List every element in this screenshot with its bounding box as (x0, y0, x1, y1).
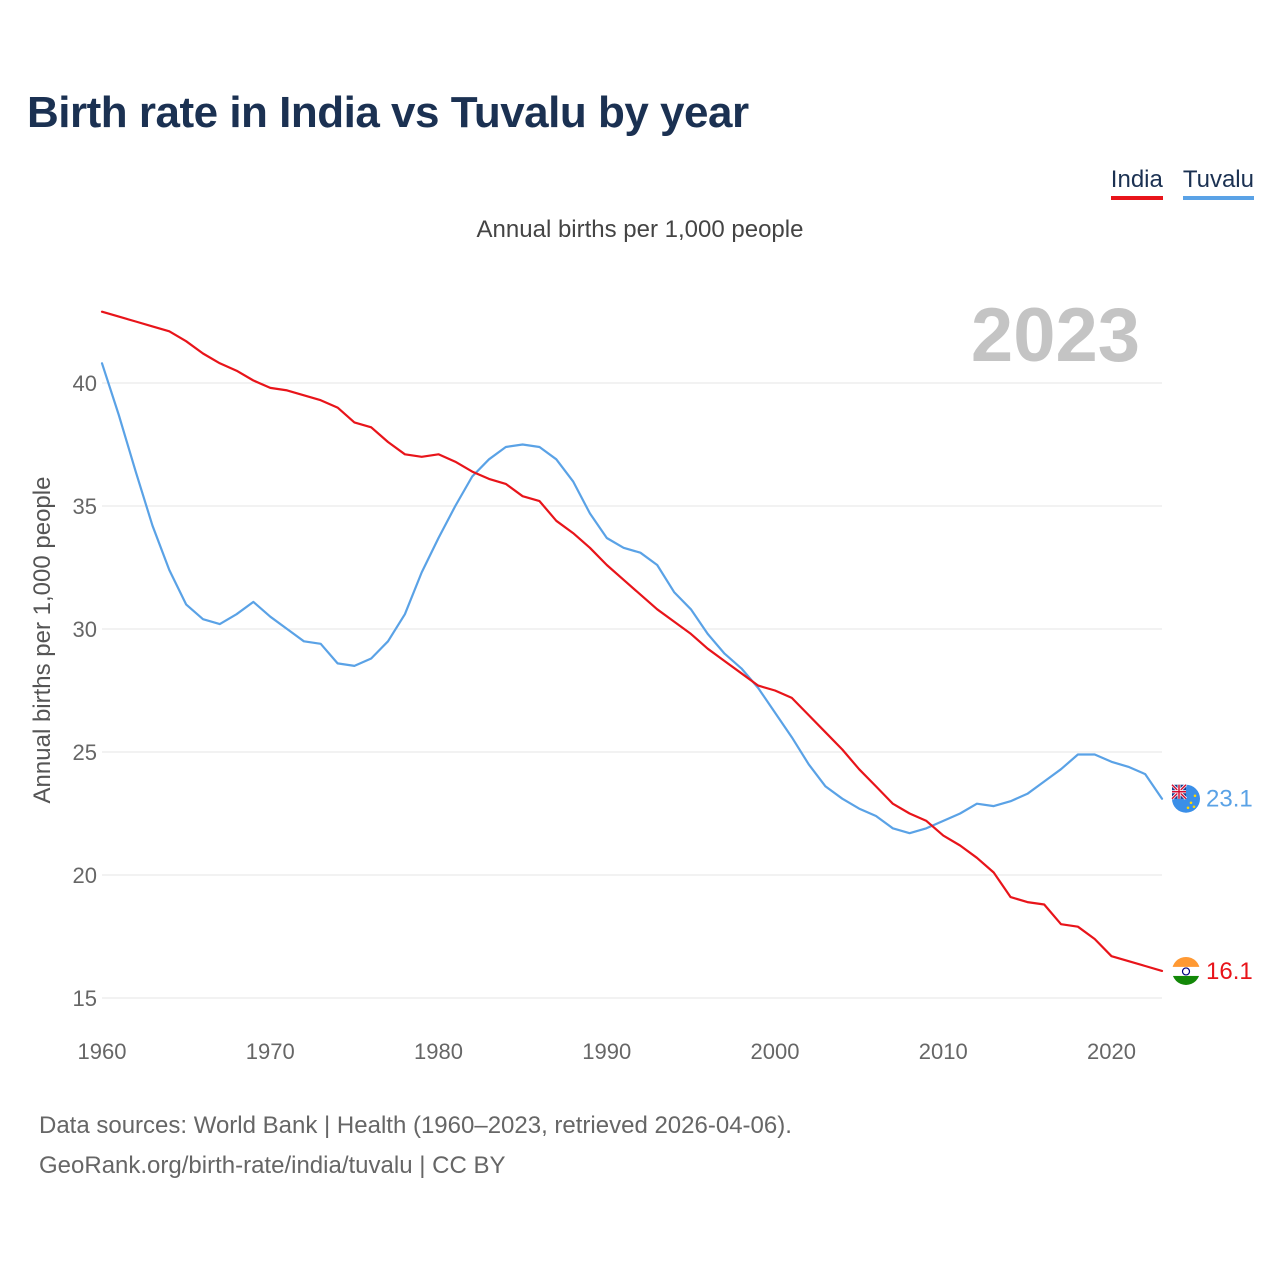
x-tick-label: 1960 (78, 1039, 127, 1064)
x-tick-label: 1990 (582, 1039, 631, 1064)
legend-item-india[interactable]: India (1110, 166, 1163, 200)
y-tick-label: 35 (73, 494, 97, 519)
end-markers (1170, 783, 1200, 985)
data-sources: Data sources: World Bank | Health (1960–… (39, 1112, 792, 1139)
grid-lines (102, 382, 1162, 999)
y-tick-label: 40 (73, 371, 97, 396)
india-flag-icon (1172, 956, 1200, 985)
y-axis-ticks: 15 20 25 30 35 40 (73, 371, 97, 1011)
y-tick-label: 15 (73, 986, 97, 1011)
year-label: 2023 (971, 293, 1140, 378)
chart-title: Birth rate in India vs Tuvalu by year (27, 88, 749, 137)
series-line-india[interactable] (100, 310, 1164, 973)
footer: Data sources: World Bank | Health (1960–… (39, 1106, 792, 1186)
series-line-tuvalu[interactable] (100, 362, 1164, 835)
series-lines (100, 310, 1164, 973)
y-axis-label: Annual births per 1,000 people (29, 477, 56, 804)
x-tick-label: 2010 (919, 1039, 968, 1064)
legend-item-tuvalu[interactable]: Tuvalu (1182, 166, 1254, 200)
x-axis-ticks: 1960 1970 1980 1990 2000 2010 2020 (78, 1039, 1136, 1064)
tuvalu-end-value: 23.1 (1206, 786, 1253, 813)
y-tick-label: 30 (73, 617, 97, 642)
chart-subtitle: Annual births per 1,000 people (476, 216, 804, 243)
tuvalu-flag-icon (1170, 783, 1200, 813)
x-tick-label: 2000 (751, 1039, 800, 1064)
y-tick-label: 25 (73, 740, 97, 765)
x-tick-label: 2020 (1087, 1039, 1136, 1064)
legend: India Tuvalu (1110, 166, 1254, 200)
x-tick-label: 1980 (414, 1039, 463, 1064)
x-tick-label: 1970 (246, 1039, 295, 1064)
credit-link[interactable]: GeoRank.org/birth-rate/india/tuvalu | CC… (39, 1152, 506, 1179)
y-tick-label: 20 (73, 863, 97, 888)
india-end-value: 16.1 (1206, 958, 1253, 985)
